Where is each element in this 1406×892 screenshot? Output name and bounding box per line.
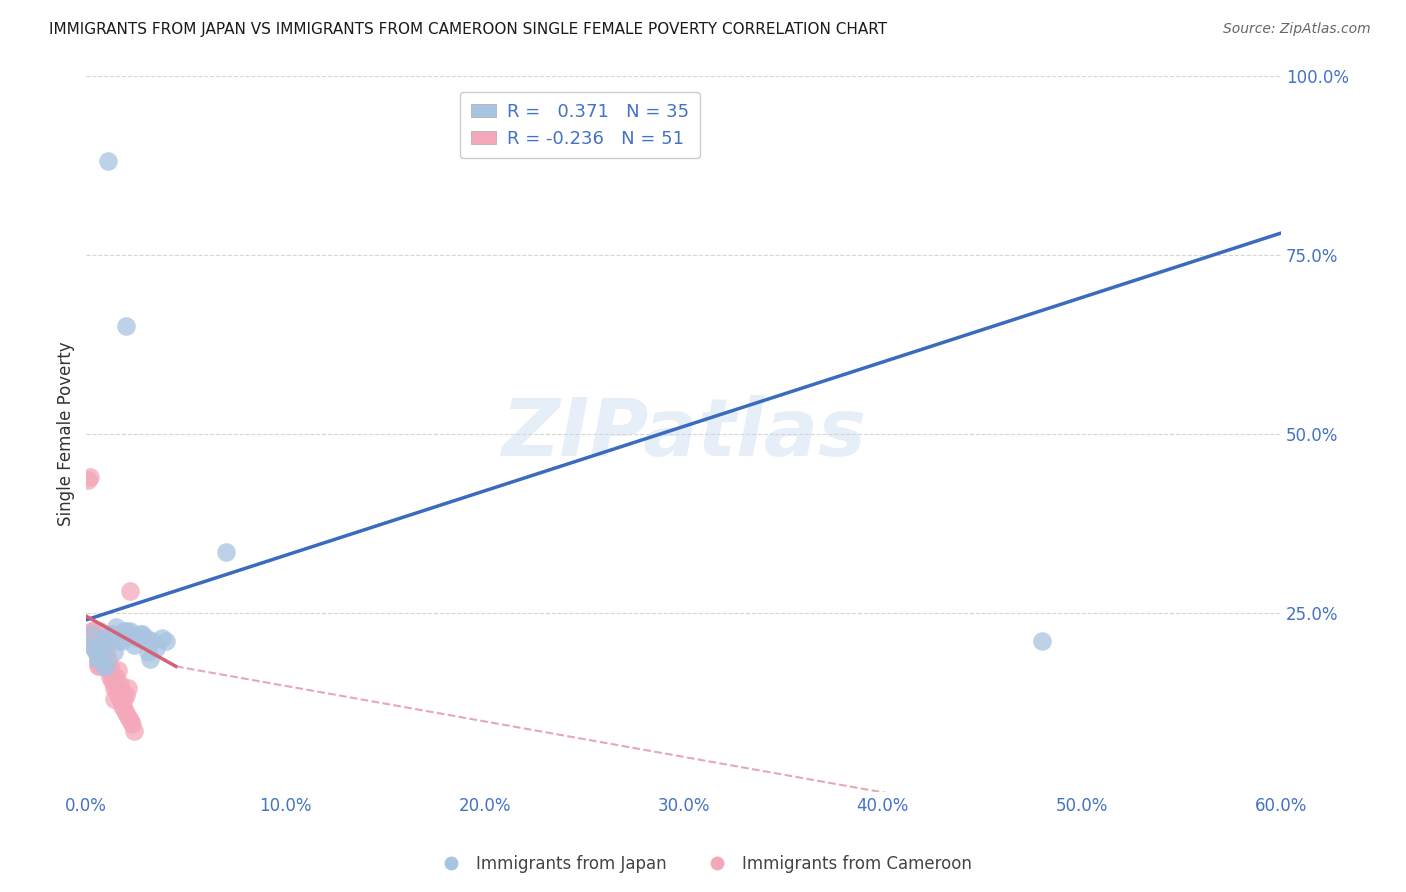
Point <box>82 627 104 641</box>
Point <box>115 624 138 638</box>
Point <box>87 656 110 670</box>
Point <box>120 584 142 599</box>
Point <box>93 638 115 652</box>
Point <box>87 652 110 666</box>
Point <box>93 659 115 673</box>
Point <box>131 631 153 645</box>
Point <box>98 659 121 673</box>
Legend: Immigrants from Japan, Immigrants from Cameroon: Immigrants from Japan, Immigrants from C… <box>427 848 979 880</box>
Point <box>105 670 128 684</box>
Point <box>91 631 114 645</box>
Point <box>215 545 238 559</box>
Point <box>125 631 148 645</box>
Point <box>131 627 153 641</box>
Point <box>107 634 129 648</box>
Point <box>98 670 121 684</box>
Point <box>79 631 101 645</box>
Point <box>79 469 101 483</box>
Point <box>111 698 134 713</box>
Point <box>96 645 118 659</box>
Point <box>111 684 134 698</box>
Point <box>96 659 118 673</box>
Point <box>135 631 157 645</box>
Point <box>112 691 135 706</box>
Point <box>141 634 163 648</box>
Point <box>117 681 139 695</box>
Point <box>117 709 139 723</box>
Point <box>121 716 143 731</box>
Point <box>83 641 105 656</box>
Point <box>129 627 152 641</box>
Point <box>93 648 115 663</box>
Legend: R =   0.371   N = 35, R = -0.236   N = 51: R = 0.371 N = 35, R = -0.236 N = 51 <box>460 92 700 159</box>
Point <box>150 631 173 645</box>
Point <box>107 663 129 677</box>
Point <box>105 681 128 695</box>
Point <box>82 624 104 638</box>
Point <box>107 688 129 702</box>
Point <box>77 473 100 487</box>
Point <box>122 638 145 652</box>
Point <box>115 706 138 720</box>
Point <box>97 652 120 666</box>
Point <box>101 666 124 681</box>
Point <box>84 645 107 659</box>
Point <box>91 634 114 648</box>
Point <box>112 702 135 716</box>
Point <box>103 645 125 659</box>
Point <box>98 627 121 641</box>
Point <box>77 634 100 648</box>
Point <box>87 652 110 666</box>
Point <box>87 659 110 673</box>
Point <box>89 624 111 638</box>
Point <box>98 663 121 677</box>
Point <box>96 652 118 666</box>
Text: ZIPatlas: ZIPatlas <box>501 394 866 473</box>
Point <box>101 673 124 688</box>
Text: IMMIGRANTS FROM JAPAN VS IMMIGRANTS FROM CAMEROON SINGLE FEMALE POVERTY CORRELAT: IMMIGRANTS FROM JAPAN VS IMMIGRANTS FROM… <box>49 22 887 37</box>
Point <box>87 652 110 666</box>
Point <box>103 673 125 688</box>
Point <box>105 620 128 634</box>
Point <box>145 641 167 656</box>
Text: Source: ZipAtlas.com: Source: ZipAtlas.com <box>1223 22 1371 37</box>
Point <box>97 154 120 169</box>
Point <box>120 624 142 638</box>
Point <box>83 627 105 641</box>
Point <box>122 723 145 738</box>
Point <box>82 624 104 638</box>
Point <box>115 319 138 334</box>
Point <box>91 641 114 656</box>
Point <box>120 713 142 727</box>
Point <box>103 681 125 695</box>
Point <box>103 691 125 706</box>
Point <box>89 659 111 673</box>
Point <box>136 645 159 659</box>
Point <box>155 634 177 648</box>
Point <box>96 656 118 670</box>
Point <box>108 691 131 706</box>
Point <box>111 634 134 648</box>
Point <box>112 624 135 638</box>
Y-axis label: Single Female Poverty: Single Female Poverty <box>58 342 75 526</box>
Point <box>139 652 162 666</box>
Point <box>89 648 111 663</box>
Point <box>97 663 120 677</box>
Point <box>101 627 124 641</box>
Point <box>91 641 114 656</box>
Point <box>83 631 105 645</box>
Point <box>108 677 131 691</box>
Point <box>115 688 138 702</box>
Point <box>84 641 107 656</box>
Point <box>83 641 105 656</box>
Point <box>1031 634 1053 648</box>
Point <box>93 631 115 645</box>
